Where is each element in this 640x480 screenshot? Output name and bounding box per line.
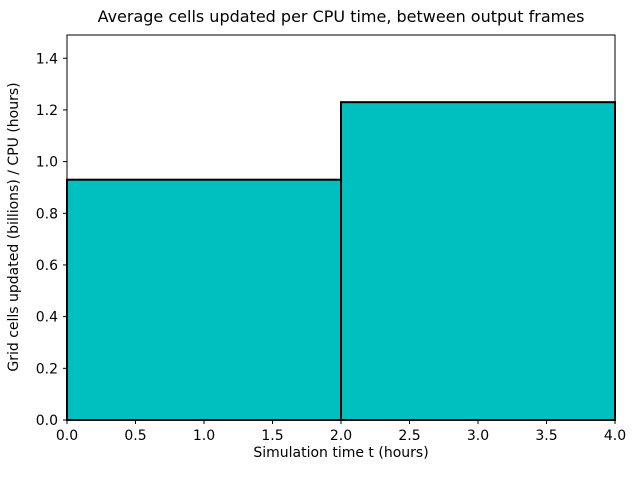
y-tick-label: 0.4 (36, 310, 58, 326)
y-tick-label: 0.6 (36, 258, 58, 274)
x-tick-label: 2.0 (330, 428, 352, 444)
x-tick-label: 0.5 (124, 428, 146, 444)
x-tick-label: 4.0 (604, 428, 626, 444)
x-tick-label: 3.5 (535, 428, 557, 444)
x-tick-label: 0.0 (56, 428, 78, 444)
x-tick-label: 2.5 (398, 428, 420, 444)
chart-title: Average cells updated per CPU time, betw… (97, 7, 585, 26)
x-tick-label: 3.0 (467, 428, 489, 444)
y-tick-label: 0.2 (36, 361, 58, 377)
y-tick-label: 1.4 (36, 51, 58, 67)
x-tick-label: 1.5 (261, 428, 283, 444)
bar-bin-0 (66, 178, 342, 421)
y-tick-label: 0.8 (36, 206, 58, 222)
y-tick-label: 1.2 (36, 103, 58, 119)
x-axis-label: Simulation time t (hours) (253, 445, 429, 461)
y-tick-label: 0.0 (36, 413, 58, 429)
y-axis-label: Grid cells updated (billions) / CPU (hou… (6, 82, 22, 372)
y-tick-label: 1.0 (36, 155, 58, 171)
x-tick-label: 1.0 (193, 428, 215, 444)
bar-bin-1 (340, 101, 616, 421)
